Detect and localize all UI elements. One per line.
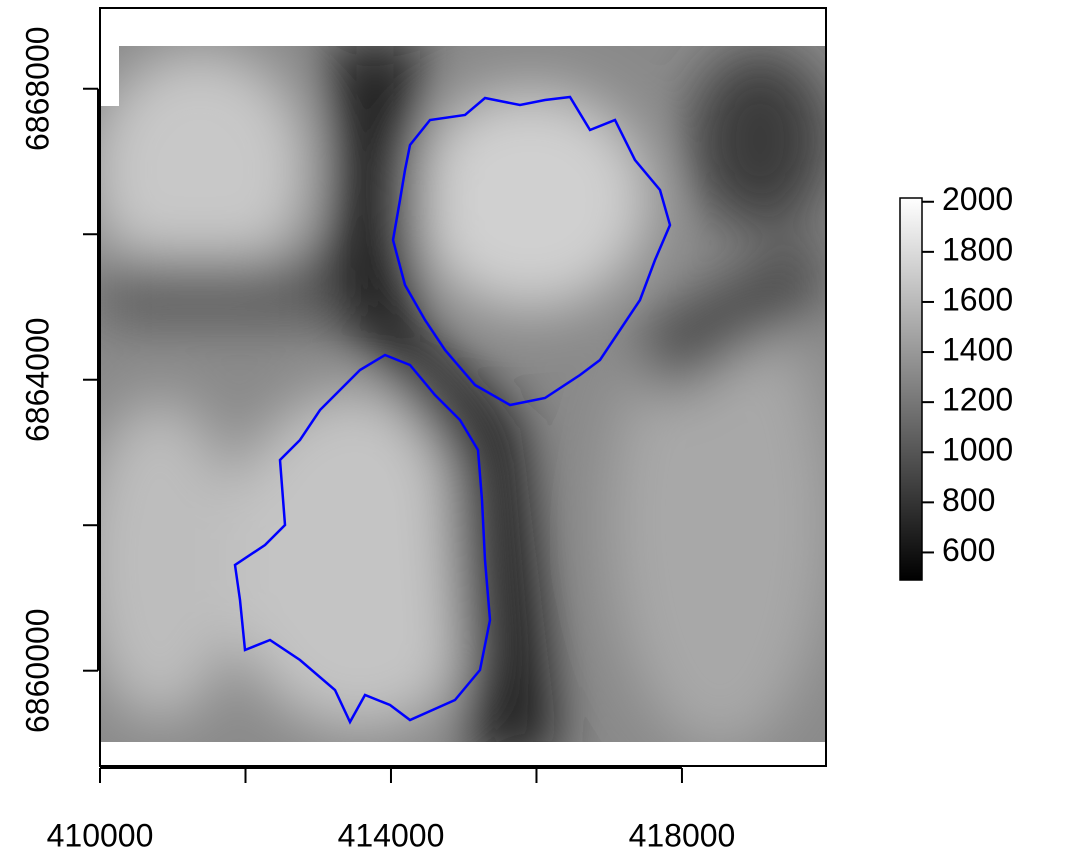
colorbar [899, 197, 923, 581]
plot-frame [99, 7, 827, 767]
colorbar-tick-label: 800 [942, 482, 995, 518]
outlines [233, 95, 672, 725]
glacier-outline [233, 353, 492, 725]
y-tick-label: 6860000 [19, 608, 55, 733]
colorbar-tick-label: 2000 [942, 181, 1013, 217]
x-tick-label: 410000 [47, 817, 154, 853]
y-tick-label: 6864000 [19, 317, 55, 442]
x-tick-label: 414000 [338, 817, 445, 853]
elevation-raster [101, 46, 826, 742]
colorbar-tick-label: 1000 [942, 432, 1013, 468]
colorbar-tick-label: 1200 [942, 382, 1013, 418]
y-tick-label: 6868000 [19, 26, 55, 151]
colorbar-tick-label: 1800 [942, 231, 1013, 267]
glacier-outline [391, 95, 672, 407]
colorbar-tick-label: 600 [942, 532, 995, 568]
x-tick-label: 418000 [629, 817, 736, 853]
colorbar-tick-label: 1400 [942, 332, 1013, 368]
colorbar-tick-label: 1600 [942, 281, 1013, 317]
